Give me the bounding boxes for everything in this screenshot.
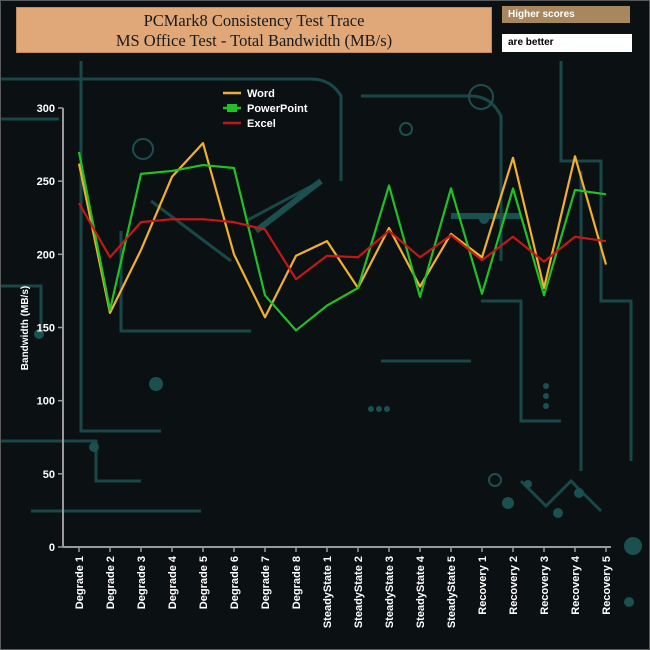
x-tick-label: Recovery 3 <box>539 556 551 615</box>
x-tick-label: Degrade 7 <box>260 556 272 609</box>
chart-title-box: PCMark8 Consistency Test Trace MS Office… <box>16 7 492 53</box>
x-tick-label: SteadyState 2 <box>353 556 365 628</box>
x-tick-label: Degrade 1 <box>74 556 86 609</box>
x-tick-label: SteadyState 5 <box>446 556 458 628</box>
y-tick-label: 300 <box>37 103 55 115</box>
y-tick-label: 150 <box>37 323 55 335</box>
higher-scores-note: Higher scores <box>502 6 630 23</box>
are-better-note: are better <box>502 34 632 52</box>
chart-series-layer <box>77 142 608 332</box>
x-tick-label: Degrade 6 <box>229 556 241 609</box>
x-tick-label: Recovery 4 <box>570 555 582 615</box>
x-tick-label: Degrade 2 <box>105 556 117 609</box>
series-line-excel <box>78 202 607 281</box>
x-tick-label: SteadyState 1 <box>322 556 334 628</box>
y-axis-label: Bandwidth (MB/s) <box>20 286 31 370</box>
chart-title-line1: PCMark8 Consistency Test Trace <box>143 11 365 30</box>
x-tick-label: Degrade 4 <box>167 555 179 609</box>
legend-label-powerpoint: PowerPoint <box>247 103 308 115</box>
x-tick-label: SteadyState 3 <box>384 556 396 628</box>
x-tick-label: Degrade 5 <box>198 556 210 609</box>
x-tick-label: Recovery 2 <box>508 556 520 615</box>
y-tick-label: 0 <box>49 542 55 554</box>
y-tick-label: 250 <box>37 176 55 188</box>
series-line-word <box>77 142 608 319</box>
y-tick-label: 50 <box>43 469 55 481</box>
x-tick-label: Recovery 1 <box>477 556 489 615</box>
chart-title-line2: MS Office Test - Total Bandwidth (MB/s) <box>115 31 393 50</box>
x-tick-label: Degrade 8 <box>291 556 303 609</box>
series-line-powerpoint <box>77 151 607 332</box>
legend-marker-powerpoint <box>227 104 237 112</box>
legend-label-word: Word <box>247 88 275 100</box>
chart-legend: Word PowerPoint Excel <box>223 88 308 130</box>
chart-axes: 0 50 100 150 200 250 300 Degrade 1 Degrade 2 Degr… <box>20 103 613 628</box>
legend-label-excel: Excel <box>247 118 276 130</box>
x-tick-label: SteadyState 4 <box>415 555 427 628</box>
y-tick-label: 200 <box>37 249 55 261</box>
x-tick-label: Degrade 3 <box>136 556 148 609</box>
x-tick-label: Recovery 5 <box>601 556 613 615</box>
y-tick-label: 100 <box>37 396 55 408</box>
